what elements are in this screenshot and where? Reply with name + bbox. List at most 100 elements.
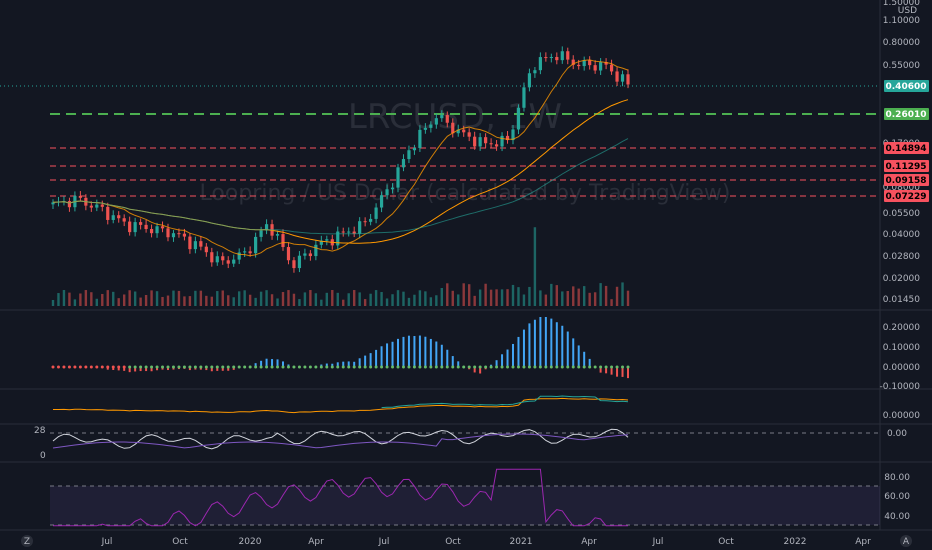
macd-dot xyxy=(522,365,526,369)
price-tag-bg xyxy=(884,160,929,172)
macd-dot xyxy=(407,365,411,369)
candle-body xyxy=(369,218,373,222)
auto-scale-button-label: A xyxy=(903,537,910,547)
oscillator-line-green xyxy=(381,395,629,409)
macd-bar xyxy=(336,362,339,367)
volume-bar xyxy=(517,287,520,306)
volume-bar xyxy=(128,290,131,306)
volume-bar xyxy=(292,293,296,306)
macd-bar xyxy=(522,329,525,367)
volume-bar xyxy=(440,287,444,306)
macd-bar xyxy=(605,367,608,374)
macd-bar xyxy=(440,344,443,367)
candle-body xyxy=(243,251,247,253)
macd-dot xyxy=(500,365,504,369)
volume-bar xyxy=(150,290,153,306)
candle-body xyxy=(566,51,570,60)
macd-bar xyxy=(429,338,432,367)
macd-bar xyxy=(583,351,586,367)
macd-dot xyxy=(226,365,230,369)
candle-body xyxy=(489,143,493,145)
macd-bar xyxy=(495,360,498,367)
macd-dot xyxy=(451,365,455,369)
macd-dot xyxy=(100,365,104,369)
macd-dot xyxy=(210,365,214,369)
volume-bar xyxy=(325,292,329,306)
watermark-description: Loopring / US Dollar (calculated by Trad… xyxy=(200,181,731,206)
volume-bar xyxy=(528,286,531,306)
macd-bar xyxy=(282,361,284,367)
macd-bar xyxy=(407,335,410,367)
macd-dot xyxy=(237,365,241,369)
macd-dot xyxy=(566,365,570,369)
macd-bar xyxy=(331,363,334,367)
watermark-symbol: LRCUSD, 1W xyxy=(348,97,562,137)
macd-bar xyxy=(325,363,328,367)
price-axis-label: 0.02800 xyxy=(883,252,920,262)
macd-dot xyxy=(117,365,121,369)
rsi-axis-label: 80.00 xyxy=(884,473,910,483)
candle-body xyxy=(166,228,170,238)
price-tag-bg xyxy=(884,80,929,92)
candle-body xyxy=(538,57,542,71)
volume-bar xyxy=(237,291,241,306)
macd-dot xyxy=(615,365,619,369)
price-tag-last: 0.40600 xyxy=(886,82,927,92)
macd-bar xyxy=(205,367,208,371)
volume-bar xyxy=(522,294,526,306)
volume-bar xyxy=(599,283,602,306)
volume-bar xyxy=(561,291,564,306)
macd-bar xyxy=(260,360,263,367)
candle-body xyxy=(106,206,110,220)
macd-bar xyxy=(216,367,219,371)
candle-body xyxy=(560,51,564,61)
macd-dot xyxy=(193,365,197,369)
macd-bar xyxy=(347,361,350,367)
macd-dot xyxy=(429,365,433,369)
macd-dot xyxy=(489,365,493,369)
macd-bar xyxy=(435,341,438,367)
candle-body xyxy=(232,259,236,264)
candle-body xyxy=(100,204,104,207)
macd-bar xyxy=(528,323,531,367)
volume-bar xyxy=(161,296,164,306)
candle-body xyxy=(286,247,291,261)
candle-body xyxy=(182,233,187,237)
volume-bar xyxy=(336,292,339,306)
candle-body xyxy=(609,64,614,72)
macd-dot xyxy=(243,365,247,369)
timezone-button[interactable]: Z xyxy=(21,535,33,547)
volume-bar xyxy=(407,297,411,306)
macd-dot xyxy=(254,365,258,369)
volume-bar xyxy=(385,298,389,306)
macd-dot xyxy=(78,365,82,369)
volume-bar xyxy=(309,290,312,306)
price-tag-red: 0.09158 xyxy=(886,176,927,186)
candle-body xyxy=(89,205,93,208)
volume-bar xyxy=(303,292,307,306)
macd-bar xyxy=(221,367,224,371)
price-tag-bg xyxy=(884,142,929,154)
auto-scale-button[interactable]: A xyxy=(900,535,912,547)
macd-dot xyxy=(434,365,438,369)
candle-body xyxy=(254,236,258,254)
candle-body xyxy=(620,74,625,82)
time-axis-label: Jul xyxy=(652,537,664,547)
volume-bar xyxy=(232,297,235,306)
macd-dot xyxy=(385,365,389,369)
volume-bar xyxy=(424,291,427,306)
rsi-axis-label: 60.00 xyxy=(884,492,910,502)
macd-dot xyxy=(171,365,175,369)
price-axis-label: 0.05500 xyxy=(883,209,920,219)
macd-bar xyxy=(517,336,520,367)
volume-bar xyxy=(418,290,422,306)
volume-bar xyxy=(363,299,367,306)
volume-bar xyxy=(199,290,203,306)
macd-bar xyxy=(555,322,558,367)
macd-dot xyxy=(495,365,499,369)
volume-bar xyxy=(281,292,285,306)
macd-bar xyxy=(533,319,536,367)
macd-dot xyxy=(396,365,400,369)
candle-body xyxy=(599,62,603,71)
volume-bar xyxy=(117,298,120,306)
